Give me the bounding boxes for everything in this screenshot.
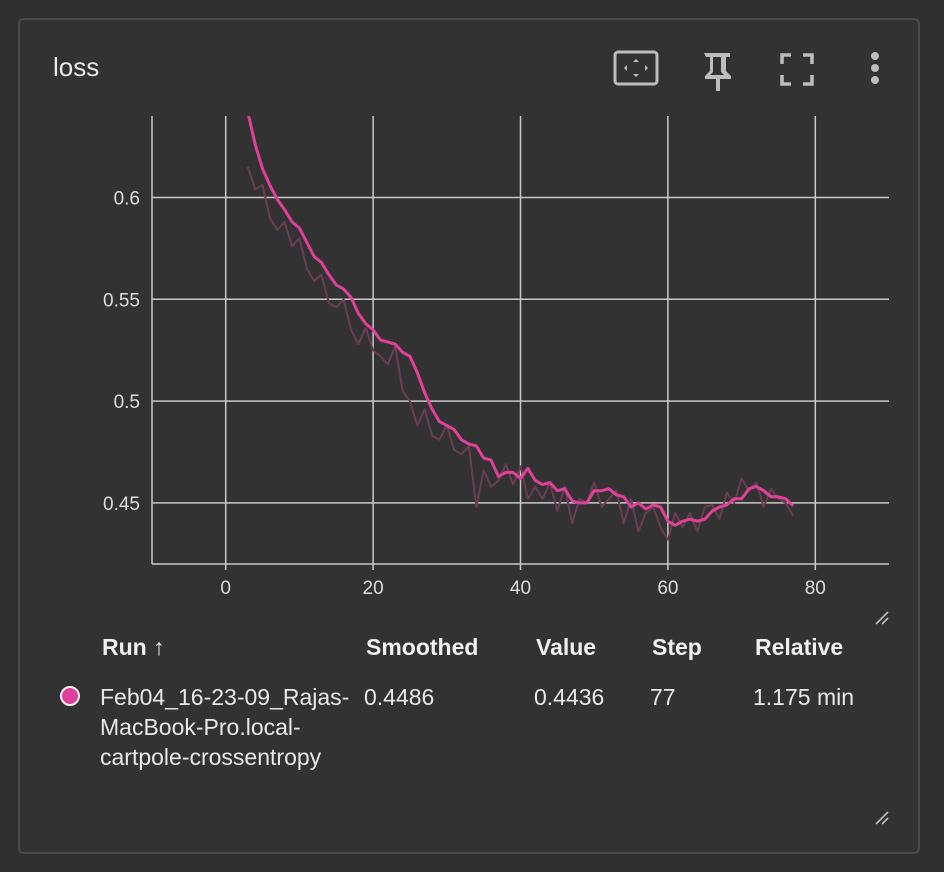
header-step[interactable]: Step [652,634,702,660]
card-title: loss [53,52,100,82]
fullscreen-icon [780,53,814,86]
series-layer [246,116,795,541]
fullscreen-button[interactable] [772,48,822,92]
smoothed-value: 0.4486 [364,684,435,710]
more-vert-icon [871,52,879,84]
header-relative[interactable]: Relative [755,634,844,660]
run-name: Feb04_16-23-09_Rajas-MacBook-Pro.local-c… [100,684,350,770]
fit-domain-icon [613,50,659,86]
y-tick-label: 0.5 [114,392,140,413]
pin-icon [704,53,731,91]
y-tick-label: 0.6 [114,188,140,209]
header-smoothed[interactable]: Smoothed [366,634,479,660]
raw-value: 0.4436 [534,684,605,710]
x-tick-label: 80 [805,578,826,599]
x-tick-label: 20 [363,578,384,599]
step-value: 77 [650,684,676,710]
more-options-button[interactable] [850,48,900,92]
tick-layer: 0 20 40 60 80 0.45 0.5 0.55 0.6 [103,188,826,599]
relative-value: 1.175 min [753,684,855,710]
run-color-dot [60,686,80,706]
header-value[interactable]: Value [536,634,597,660]
pin-button[interactable] [692,48,742,92]
x-tick-label: 0 [220,578,231,599]
x-tick-label: 60 [657,578,678,599]
raw-series-line [246,166,795,541]
x-tick-label: 40 [510,578,531,599]
fit-domain-button[interactable] [612,48,662,92]
header-run[interactable]: Run ↑ [102,634,165,660]
chart-resize-handle-icon[interactable] [872,608,890,626]
smoothed-series-line [247,116,795,527]
loss-card: loss 0 20 40 60 80 0.45 0.5 0.55 0.6 Run ↑ Smoot… [18,18,920,854]
grid [151,116,889,570]
loss-chart[interactable]: 0 20 40 60 80 0.45 0.5 0.55 0.6 [20,20,920,620]
y-tick-label: 0.55 [103,290,140,311]
table-resize-handle-icon[interactable] [872,808,890,826]
y-tick-label: 0.45 [103,494,140,515]
